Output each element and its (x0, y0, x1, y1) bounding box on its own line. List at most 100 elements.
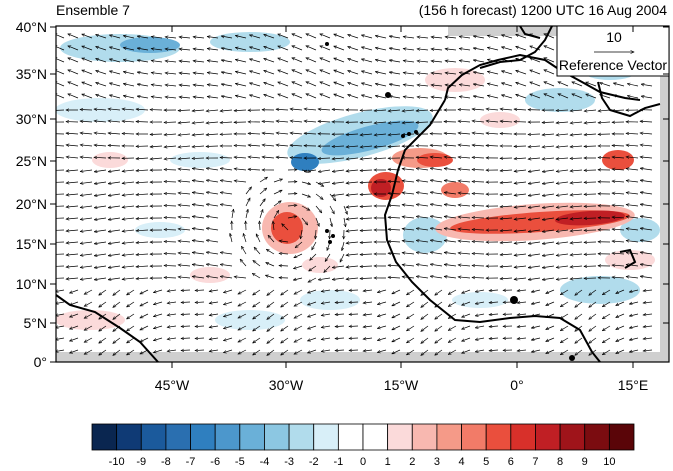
wind-vector-arrow-icon (248, 133, 261, 134)
wind-vector-arrow-icon (389, 72, 401, 75)
wind-vector-arrow-icon (546, 325, 555, 330)
wind-vector-arrow-icon (56, 302, 65, 304)
wind-vector-arrow-icon (56, 290, 65, 292)
wind-vector-arrow-icon (416, 264, 429, 266)
wind-vector-arrow-icon (178, 193, 191, 194)
wind-vector-arrow-icon (612, 241, 625, 242)
wind-vector-arrow-icon (56, 338, 65, 340)
wind-vector-arrow-icon (403, 61, 415, 62)
wind-vector-arrow-icon (181, 290, 191, 291)
wind-vector-arrow-icon (56, 46, 65, 51)
wind-vector-arrow-icon (249, 83, 261, 87)
wind-vector-arrow-icon (80, 278, 93, 280)
wind-vector-arrow-icon (388, 277, 401, 278)
wind-vector-arrow-icon (179, 61, 191, 62)
wind-vector-arrow-icon (318, 169, 331, 172)
wind-vector-arrow-icon (254, 247, 261, 255)
wind-vector-arrow-icon (542, 265, 555, 268)
wind-vector-arrow-icon (486, 109, 499, 110)
wind-vector-arrow-icon (192, 192, 205, 194)
wind-vector-arrow-icon (435, 325, 443, 331)
wind-vector-arrow-icon (245, 209, 248, 219)
colorbar-tick-label: -2 (309, 456, 319, 468)
wind-vector-arrow-icon (292, 58, 303, 63)
wind-vector-arrow-icon (66, 133, 79, 134)
wind-vector-arrow-icon (458, 121, 471, 122)
islands (325, 42, 575, 361)
wind-vector-arrow-icon (570, 278, 583, 279)
wind-vector-arrow-icon (278, 46, 289, 51)
wind-vector-arrow-icon (570, 170, 583, 171)
wind-vector-arrow-icon (570, 122, 583, 123)
wind-vector-arrow-icon (445, 49, 457, 50)
longitude-tick-label: 0° (510, 377, 523, 393)
wind-vector-arrow-icon (542, 134, 555, 135)
wind-vector-arrow-icon (448, 325, 457, 330)
wind-vector-arrow-icon (278, 58, 289, 63)
wind-vector-arrow-icon (444, 168, 457, 170)
wind-vector-arrow-icon (66, 230, 79, 231)
wind-vector-arrow-icon (570, 218, 583, 219)
wind-vector-arrow-icon (122, 170, 135, 171)
colorbar-tick-label: -5 (235, 456, 245, 468)
wind-vector-arrow-icon (329, 193, 336, 201)
wind-vector-arrow-icon (643, 290, 653, 291)
wind-vector-arrow-icon (403, 49, 415, 50)
wind-vector-arrow-icon (136, 182, 149, 183)
wind-vector-arrow-icon (151, 73, 163, 74)
wind-vector-arrow-icon (612, 253, 625, 254)
wind-vector-arrow-icon (472, 157, 485, 158)
wind-vector-arrow-icon (514, 206, 527, 207)
wind-vector-arrow-icon (431, 73, 443, 74)
wind-vector-arrow-icon (500, 230, 513, 231)
wind-vector-arrow-icon (301, 193, 310, 197)
wind-vector-arrow-icon (136, 218, 149, 219)
wind-vector-arrow-icon (363, 290, 373, 291)
wind-vector-arrow-icon (294, 325, 303, 330)
wind-vector-arrow-icon (66, 145, 79, 146)
wind-vector-arrow-icon (612, 277, 625, 278)
colorbar-swatch (436, 423, 462, 451)
wind-vector-arrow-icon (70, 337, 79, 341)
wind-vector-arrow-icon (360, 254, 373, 255)
wind-vector-arrow-icon (616, 289, 625, 294)
colorbar-tick-label: 1 (385, 456, 391, 468)
wind-vector-arrow-icon (360, 278, 373, 279)
wind-vector-arrow-icon (626, 241, 639, 242)
wind-vector-arrow-icon (344, 217, 346, 227)
wind-vector-arrow-icon (643, 338, 653, 339)
wind-vector-arrow-icon (542, 229, 555, 232)
wind-vector-arrow-icon (220, 180, 233, 182)
wind-vector-arrow-icon (556, 134, 569, 135)
wind-vector-arrow-icon (640, 192, 653, 195)
wind-vector-arrow-icon (304, 170, 317, 172)
wind-vector-arrow-icon (249, 95, 261, 99)
wind-vector-arrow-icon (99, 289, 107, 295)
wind-vector-arrow-icon (417, 49, 429, 50)
wind-vector-arrow-icon (80, 157, 93, 158)
wind-vector-arrow-icon (181, 338, 191, 339)
wind-vector-arrow-icon (458, 217, 471, 218)
wind-vector-arrow-icon (612, 217, 625, 218)
wind-vector-arrow-icon (500, 170, 513, 171)
wind-vector-arrow-icon (321, 326, 331, 328)
wind-vector-arrow-icon (530, 94, 541, 99)
colorbar-tick-label: -9 (136, 456, 146, 468)
colorbar-swatch (313, 423, 339, 451)
wind-vector-arrow-icon (612, 169, 625, 170)
wind-vector-arrow-icon (616, 301, 625, 306)
wind-vector-arrow-icon (558, 82, 569, 87)
wind-vector-arrow-icon (589, 289, 597, 295)
wind-vector-arrow-icon (612, 205, 625, 206)
wind-vector-arrow-icon (306, 34, 317, 39)
wind-vector-arrow-icon (238, 313, 247, 318)
wind-vector-arrow-icon (598, 122, 611, 123)
wind-vector-arrow-icon (489, 302, 499, 303)
wind-vector-arrow-icon (643, 326, 653, 327)
wind-vector-arrow-icon (640, 168, 653, 171)
wind-vector-arrow-icon (431, 37, 443, 38)
wind-vector-arrow-icon (531, 349, 541, 352)
wind-vector-arrow-icon (209, 326, 219, 327)
wind-vector-arrow-icon (335, 338, 345, 339)
wind-vector-arrow-icon (82, 58, 93, 63)
